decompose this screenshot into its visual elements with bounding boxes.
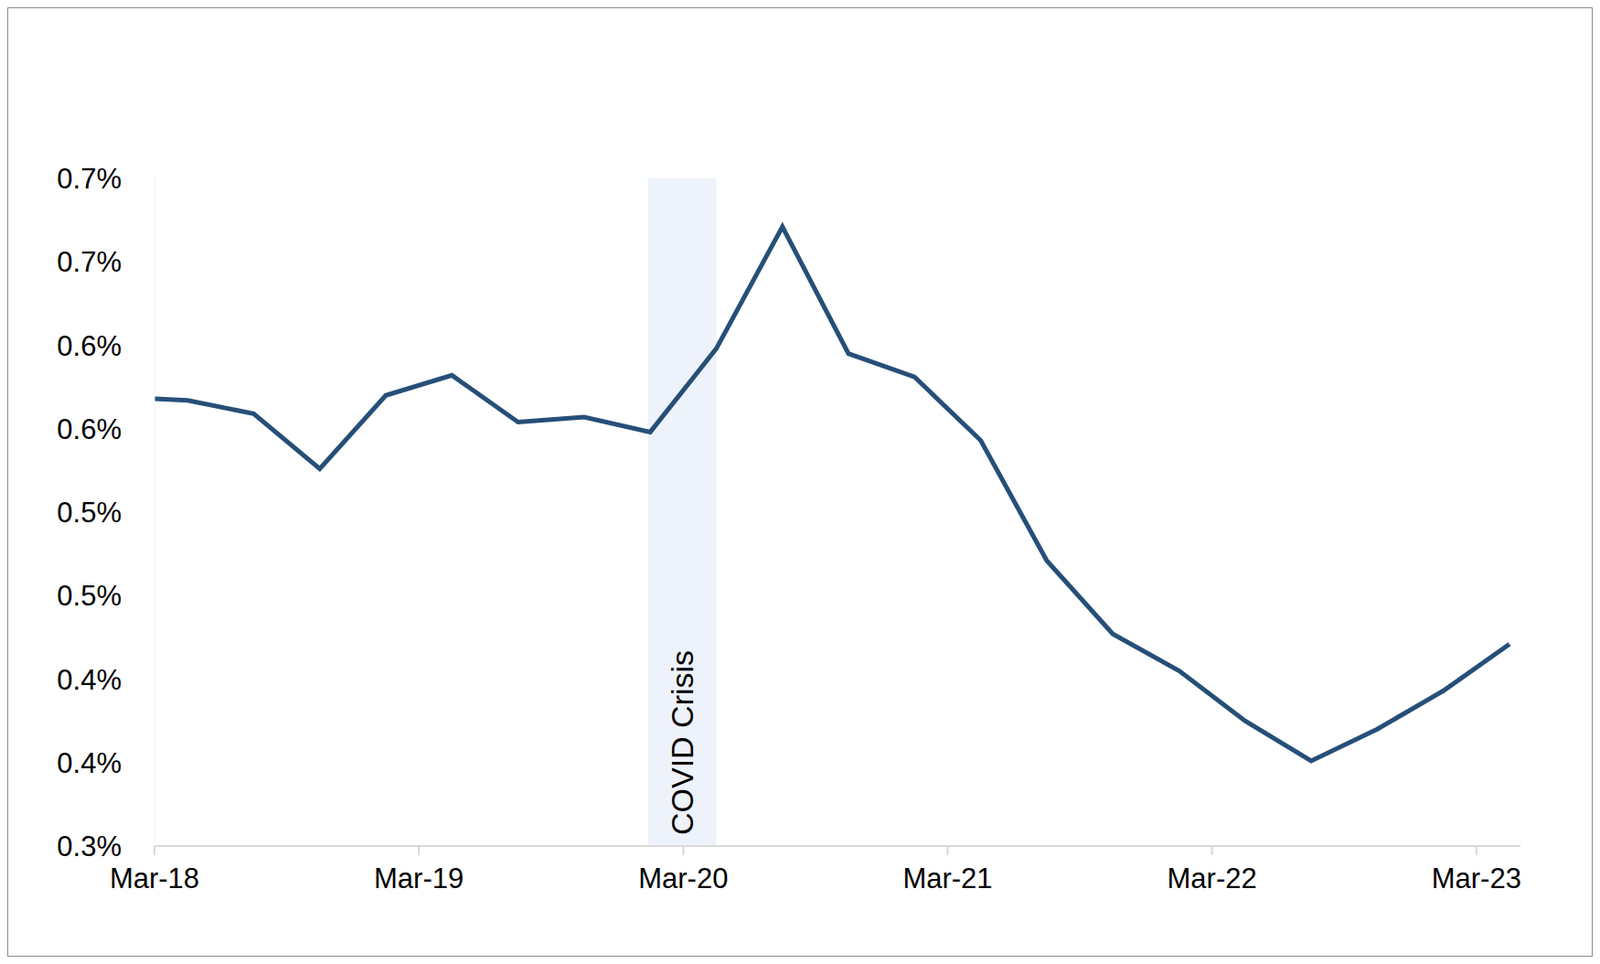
svg-text:0.7%: 0.7% xyxy=(56,162,122,195)
svg-text:Mar-22: Mar-22 xyxy=(1167,862,1258,895)
svg-text:0.3%: 0.3% xyxy=(56,830,122,863)
svg-text:0.6%: 0.6% xyxy=(56,413,122,446)
svg-text:Mar-18: Mar-18 xyxy=(109,862,200,895)
svg-text:0.5%: 0.5% xyxy=(56,496,122,529)
svg-text:0.6%: 0.6% xyxy=(56,330,122,363)
svg-text:Mar-19: Mar-19 xyxy=(373,862,464,895)
svg-text:0.5%: 0.5% xyxy=(56,579,122,612)
svg-text:0.4%: 0.4% xyxy=(56,746,122,779)
svg-text:Mar-23: Mar-23 xyxy=(1431,862,1522,895)
svg-text:COVID Crisis: COVID Crisis xyxy=(664,650,700,835)
svg-text:0.7%: 0.7% xyxy=(56,245,122,278)
svg-text:0.4%: 0.4% xyxy=(56,663,122,696)
svg-text:Mar-21: Mar-21 xyxy=(902,862,992,895)
svg-text:Mar-20: Mar-20 xyxy=(638,862,728,895)
